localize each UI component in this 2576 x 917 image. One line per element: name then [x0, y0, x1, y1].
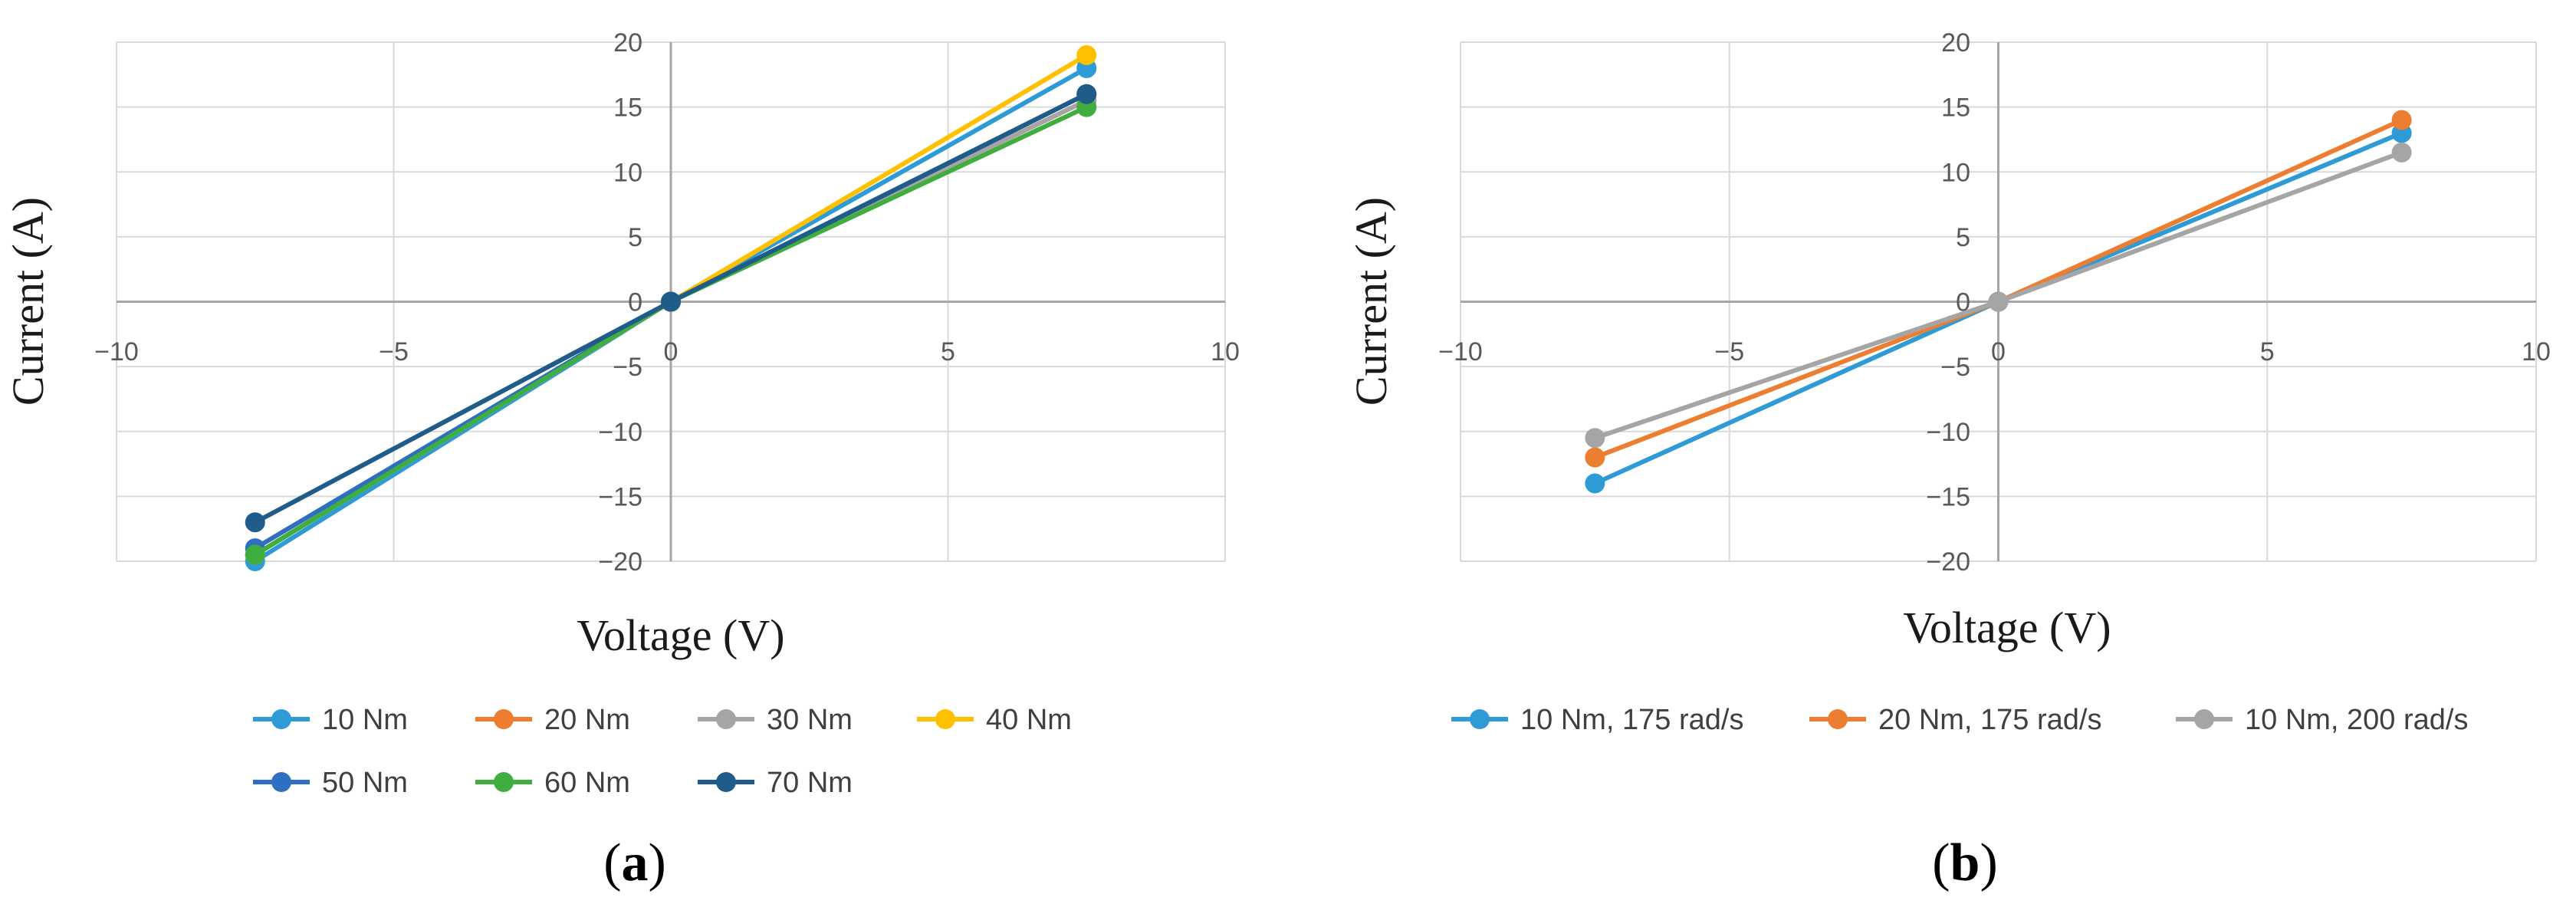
x-tick-label: −10: [1438, 337, 1483, 366]
x-tick-label: 10: [2522, 337, 2551, 366]
data-point: [661, 291, 681, 312]
y-tick-label: −15: [1926, 482, 1970, 511]
legend-swatch-marker: [271, 709, 291, 729]
data-point: [2391, 142, 2412, 163]
y-tick-label: −10: [1926, 418, 1970, 447]
panel-label: (a): [603, 833, 666, 892]
y-tick-label: 0: [1956, 288, 1970, 317]
data-point: [1585, 447, 1605, 468]
y-axis-title: Current (A): [1346, 197, 1396, 406]
series: [1585, 142, 2412, 449]
legend-label: 20 Nm, 175 rad/s: [1878, 704, 2101, 736]
panel-label-close: ): [649, 833, 666, 892]
legend-swatch-marker: [1828, 709, 1848, 729]
legend-item: 20 Nm, 175 rad/s: [1809, 704, 2101, 736]
y-tick-label: 15: [1941, 94, 1970, 123]
y-axis-title: Current (A): [3, 197, 53, 406]
y-tick-label: −20: [598, 547, 642, 577]
legend-item: 30 Nm: [698, 704, 853, 736]
legend-swatch-marker: [716, 709, 736, 729]
legend: 10 Nm 20 Nm 30 Nm 40 Nm 50 Nm 60 Nm 70 Nm: [253, 704, 1072, 799]
chart-panel-b: −10 −5 0 5 10 −20 −15 −10 −5 0 5 10 15 20 Current (A) V…: [1346, 28, 2551, 892]
data-point: [2391, 110, 2412, 130]
data-point: [245, 512, 265, 533]
chart-panel-a: −10 −5 0 5 10 −20 −15 −10 −5 0 5 10 15 20 Current (A) V…: [3, 28, 1240, 892]
legend-swatch-marker: [494, 772, 514, 792]
legend-swatch-marker: [935, 709, 955, 729]
panel-label: (b): [1932, 833, 1998, 892]
data-point: [1076, 44, 1097, 65]
x-tick-label: 0: [1991, 337, 2006, 366]
panel-label-open: (: [603, 833, 621, 892]
y-tick-label: 5: [628, 223, 642, 252]
series: [245, 84, 1097, 533]
legend-item: 10 Nm, 200 rad/s: [2176, 704, 2468, 736]
legend-item: 10 Nm, 175 rad/s: [1451, 704, 1743, 736]
data-point: [1988, 291, 2009, 312]
y-tick-label: −5: [1940, 353, 1970, 382]
data-point: [1585, 428, 1605, 449]
x-tick-label: −5: [379, 337, 409, 366]
y-tick-label: 10: [613, 158, 642, 187]
data-point: [1585, 473, 1605, 494]
legend-label: 60 Nm: [544, 767, 630, 799]
legend-item: 10 Nm: [253, 704, 408, 736]
x-tick-label: 5: [941, 337, 955, 366]
legend-item: 20 Nm: [475, 704, 630, 736]
x-axis-title: Voltage (V): [577, 610, 784, 660]
data-point: [245, 544, 265, 565]
panel-label-close: ): [1980, 833, 1997, 892]
x-tick-label: 0: [664, 337, 678, 366]
legend-label: 10 Nm: [322, 704, 408, 736]
legend-label: 10 Nm, 200 rad/s: [2245, 704, 2468, 736]
legend-item: 40 Nm: [917, 704, 1072, 736]
legend-label: 40 Nm: [986, 704, 1072, 736]
y-tick-label: 5: [1956, 223, 1970, 252]
legend-label: 70 Nm: [767, 767, 853, 799]
legend-label: 50 Nm: [322, 767, 408, 799]
data-point: [1076, 84, 1097, 104]
legend-swatch-marker: [716, 772, 736, 792]
x-tick-label: 10: [1211, 337, 1240, 366]
x-tick-label: −10: [94, 337, 139, 366]
legend-swatch-marker: [2194, 709, 2214, 729]
y-tick-label: 0: [628, 288, 642, 317]
panel-label-open: (: [1932, 833, 1950, 892]
y-tick-label: −10: [598, 418, 642, 447]
x-tick-label: 5: [2260, 337, 2275, 366]
y-tick-label: 20: [1941, 28, 1970, 58]
legend-label: 20 Nm: [544, 704, 630, 736]
y-tick-label: −20: [1926, 547, 1970, 577]
legend-label: 10 Nm, 175 rad/s: [1520, 704, 1743, 736]
legend-label: 30 Nm: [767, 704, 853, 736]
legend-item: 70 Nm: [698, 767, 853, 799]
legend-swatch-marker: [494, 709, 514, 729]
panel-label-letter: b: [1950, 833, 1980, 892]
legend-item: 50 Nm: [253, 767, 408, 799]
x-tick-label: −5: [1714, 337, 1744, 366]
y-tick-label: 10: [1941, 158, 1970, 187]
y-tick-label: 20: [613, 28, 642, 58]
legend-item: 60 Nm: [475, 767, 630, 799]
y-tick-label: 15: [613, 94, 642, 123]
legend-swatch-marker: [1470, 709, 1490, 729]
y-tick-label: −5: [613, 353, 642, 382]
panel-label-letter: a: [622, 833, 649, 892]
legend-swatch-marker: [271, 772, 291, 792]
y-tick-label: −15: [598, 482, 642, 511]
legend: 10 Nm, 175 rad/s 20 Nm, 175 rad/s 10 Nm, 2…: [1451, 704, 2468, 736]
x-axis-title: Voltage (V): [1903, 603, 2111, 652]
